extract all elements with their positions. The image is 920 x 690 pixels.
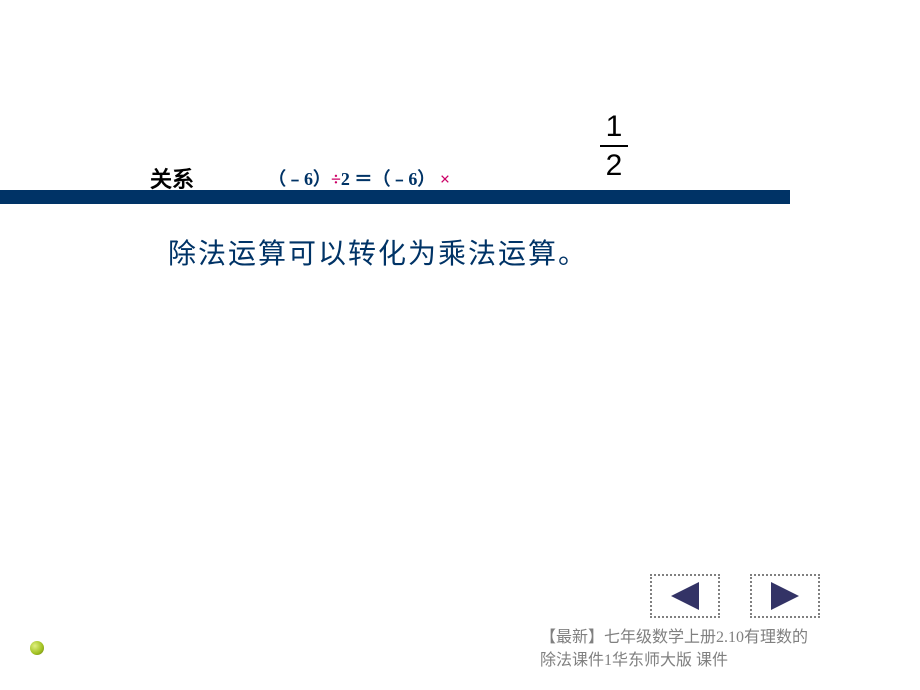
prev-button[interactable] — [650, 574, 720, 618]
equation-equals: ＝ — [350, 169, 373, 189]
main-statement: 除法运算可以转化为乘法运算。 — [168, 232, 588, 272]
fraction-denominator: 2 — [606, 149, 623, 182]
fraction-numerator: 1 — [606, 110, 623, 143]
equation-multiply-symbol: × — [440, 169, 450, 189]
arrow-left-icon — [671, 582, 699, 610]
equation-right-operand: （﹣6） — [372, 169, 435, 189]
equation: （﹣6）÷2 ＝（﹣6） × — [268, 165, 450, 191]
equation-divide-symbol: ÷ — [331, 169, 341, 189]
underline-bar — [0, 190, 790, 204]
footer-text: 【最新】七年级数学上册2.10有理数的除法课件1华东师大版 课件 — [540, 627, 820, 672]
arrow-right-icon — [771, 582, 799, 610]
nav-buttons — [650, 574, 820, 618]
next-button[interactable] — [750, 574, 820, 618]
equation-divisor: 2 — [341, 169, 350, 189]
equation-left-operand: （﹣6） — [268, 169, 331, 189]
fraction-one-half: 1 2 — [600, 110, 628, 182]
bullet-decoration — [30, 641, 44, 655]
fraction-bar — [600, 145, 628, 147]
nav-btn-border — [750, 574, 820, 618]
nav-btn-border — [650, 574, 720, 618]
